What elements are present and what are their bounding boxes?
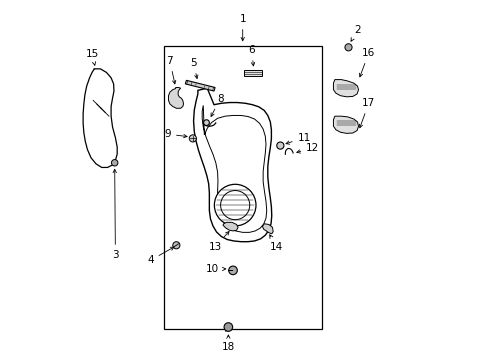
Polygon shape <box>262 224 273 234</box>
Circle shape <box>224 323 232 331</box>
Text: 8: 8 <box>211 94 223 116</box>
Text: 9: 9 <box>164 129 186 139</box>
Circle shape <box>203 120 209 126</box>
Polygon shape <box>333 116 358 134</box>
FancyBboxPatch shape <box>244 69 262 76</box>
Circle shape <box>172 242 180 249</box>
Text: 3: 3 <box>112 169 119 260</box>
Circle shape <box>111 159 118 166</box>
Text: 5: 5 <box>190 58 198 78</box>
Polygon shape <box>83 69 117 167</box>
Bar <box>163 45 321 329</box>
Polygon shape <box>185 80 215 91</box>
Text: 18: 18 <box>221 335 235 352</box>
Text: 2: 2 <box>350 25 360 41</box>
Circle shape <box>276 142 284 149</box>
Polygon shape <box>333 80 358 97</box>
Text: 16: 16 <box>359 48 375 77</box>
Polygon shape <box>193 88 271 242</box>
Text: 7: 7 <box>166 56 175 84</box>
Circle shape <box>344 44 351 51</box>
Circle shape <box>228 266 237 275</box>
Polygon shape <box>223 222 238 231</box>
Text: 4: 4 <box>147 247 174 265</box>
Circle shape <box>189 135 196 142</box>
Text: 14: 14 <box>269 235 283 252</box>
Text: 10: 10 <box>205 264 225 274</box>
Text: 17: 17 <box>359 98 375 128</box>
Text: 1: 1 <box>239 14 245 41</box>
Text: 11: 11 <box>285 133 310 144</box>
Text: 6: 6 <box>248 45 254 66</box>
Polygon shape <box>168 87 183 108</box>
Circle shape <box>214 184 255 226</box>
Text: 12: 12 <box>296 143 319 153</box>
Text: 13: 13 <box>208 231 228 252</box>
Text: 15: 15 <box>85 49 99 65</box>
